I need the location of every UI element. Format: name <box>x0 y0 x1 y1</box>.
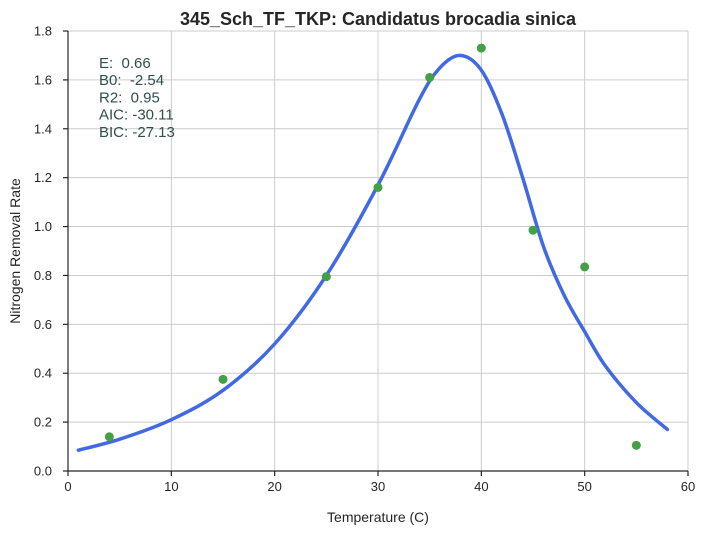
y-tick-label: 1.0 <box>34 219 52 234</box>
fit-stat-label: R2: 0.95 <box>99 89 160 106</box>
x-tick-labels: 0 10 20 30 40 50 60 <box>64 471 695 494</box>
fit-stat-label: E: 0.66 <box>99 55 151 72</box>
data-point <box>580 262 590 272</box>
data-point <box>373 182 383 192</box>
x-tick-label: 60 <box>681 479 695 494</box>
y-tick-label: 1.6 <box>34 72 52 87</box>
y-tick-label: 0.0 <box>34 464 52 479</box>
x-tick-label: 10 <box>164 479 178 494</box>
fit-stat-label: AIC: -30.11 <box>99 107 174 124</box>
y-tick-label: 0.8 <box>34 268 52 283</box>
data-point <box>321 272 331 282</box>
x-tick-label: 40 <box>474 479 488 494</box>
y-tick-label: 1.8 <box>34 24 52 39</box>
y-tick-label: 0.4 <box>34 366 52 381</box>
y-axis-label: Nitrogen Removal Rate <box>7 178 23 324</box>
data-point <box>528 225 538 235</box>
data-point <box>425 72 435 82</box>
chart-title: 345_Sch_TF_TKP: Candidatus brocadia sini… <box>180 9 577 29</box>
data-point <box>631 440 641 450</box>
x-tick-label: 50 <box>577 479 591 494</box>
fit-stat-label: B0: -2.54 <box>99 72 164 89</box>
y-tick-label: 1.2 <box>34 170 52 185</box>
x-tick-label: 0 <box>64 479 71 494</box>
fit-curve <box>76 53 670 452</box>
x-tick-label: 30 <box>371 479 385 494</box>
fit-stat-label: BIC: -27.13 <box>99 124 175 141</box>
data-point <box>104 432 114 442</box>
x-tick-label: 20 <box>267 479 281 494</box>
data-point <box>476 43 486 53</box>
y-tick-label: 1.4 <box>34 121 52 136</box>
grid-lines <box>68 30 689 471</box>
y-tick-labels: 0.0 0.2 0.4 0.6 0.8 1.0 1.2 1.4 1.6 1.8 <box>34 24 68 479</box>
data-points <box>104 43 641 450</box>
x-axis-label: Temperature (C) <box>327 509 429 525</box>
data-point <box>218 374 228 384</box>
y-tick-label: 0.2 <box>34 415 52 430</box>
y-tick-label: 0.6 <box>34 317 52 332</box>
